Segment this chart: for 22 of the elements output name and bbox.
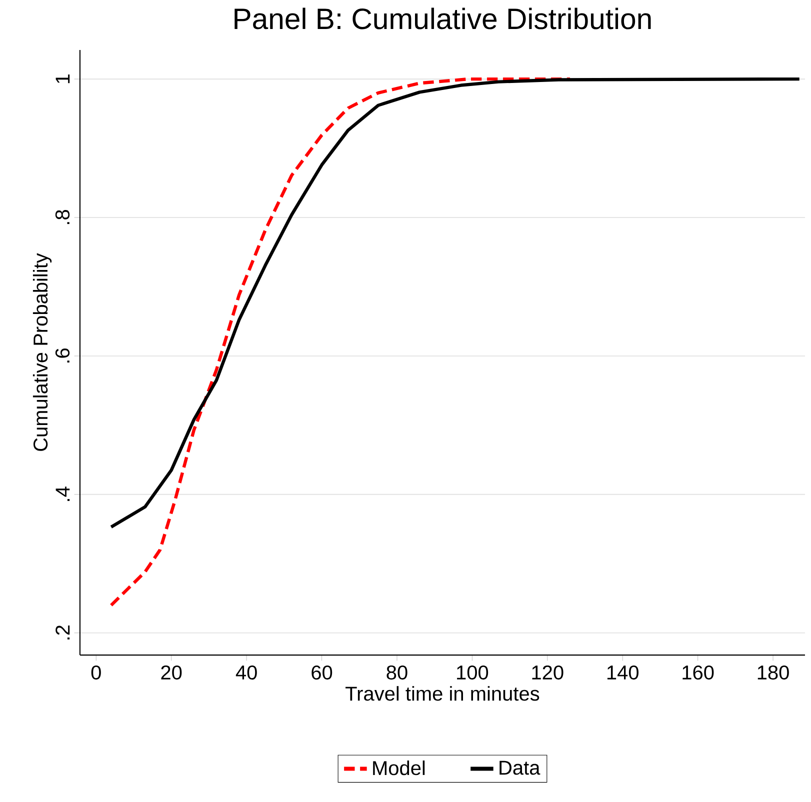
line-series <box>110 78 801 529</box>
x-tick-label: 20 <box>161 666 182 680</box>
x-tick-label: 80 <box>386 666 408 680</box>
y-tick-label: .2 <box>56 626 70 640</box>
x-axis-title: Travel time in minutes <box>346 686 540 701</box>
x-tick-label: 40 <box>236 666 257 680</box>
y-tick-label: .6 <box>55 348 70 363</box>
y-tick-label: .4 <box>56 486 70 502</box>
x-tick-label: 120 <box>532 666 564 680</box>
y-tick-label: 1 <box>56 74 70 84</box>
x-tick-label: 140 <box>607 666 638 680</box>
x-tick-label: 100 <box>457 666 488 680</box>
legend-label: Model <box>373 760 425 776</box>
x-tick-label: 160 <box>682 666 714 680</box>
legend-label: Data <box>500 761 540 775</box>
x-tick-label: 0 <box>91 666 101 680</box>
y-axis-title: Cumulative Probability <box>32 253 52 452</box>
line-series <box>110 78 572 607</box>
x-tick-label: 180 <box>758 666 789 680</box>
y-tick-label: .8 <box>55 210 70 224</box>
x-tick-label: 60 <box>312 666 332 680</box>
chart-title: Panel B: Cumulative Distribution <box>234 8 651 30</box>
